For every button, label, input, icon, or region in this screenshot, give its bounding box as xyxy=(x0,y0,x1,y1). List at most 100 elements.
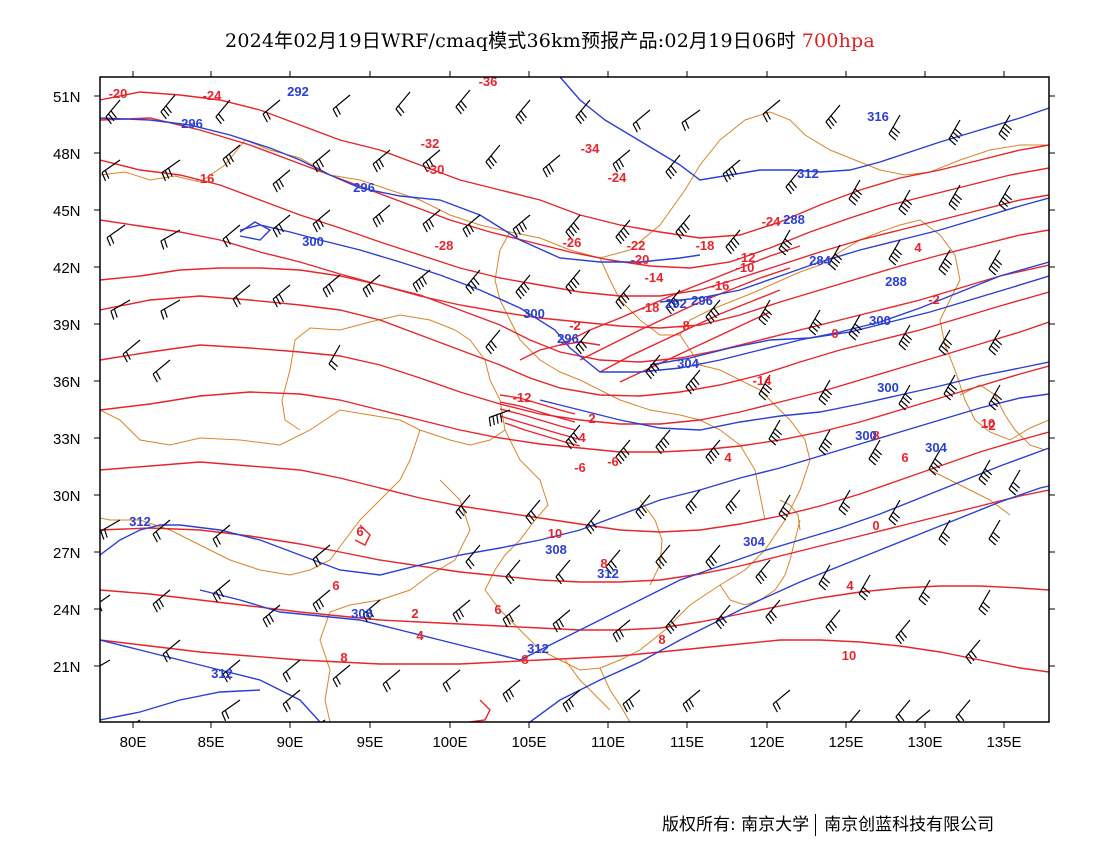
barb-flag xyxy=(725,171,731,180)
barb-flag xyxy=(458,608,465,618)
lat-label: 36N xyxy=(53,374,81,391)
barb-flag xyxy=(670,620,677,629)
barb-flag xyxy=(318,218,325,228)
barb-shaft xyxy=(502,604,521,620)
barb-flag xyxy=(548,163,555,173)
barb-flag xyxy=(822,441,831,449)
wind-barb xyxy=(221,699,241,722)
temperature-contour xyxy=(100,291,1049,397)
wind-barb xyxy=(955,699,971,722)
temperature-label: -32 xyxy=(421,136,440,151)
geopotential-contour xyxy=(100,393,1049,576)
barb-flag xyxy=(160,111,167,120)
barb-flag xyxy=(312,223,318,233)
barb-flag xyxy=(610,560,617,569)
temperature-label: -14 xyxy=(645,270,665,285)
barb-flag xyxy=(707,558,715,567)
barb-flag xyxy=(727,243,735,252)
wind-barb xyxy=(705,439,721,465)
barb-flag xyxy=(567,228,575,237)
barb-flag xyxy=(507,573,515,582)
barb-flag xyxy=(487,158,495,167)
barb-shaft xyxy=(442,669,461,685)
barb-flag xyxy=(770,435,779,443)
barb-shaft xyxy=(312,149,331,165)
barb-flag xyxy=(890,130,899,138)
barb-flag xyxy=(565,231,572,240)
wind-barb xyxy=(232,284,251,308)
barb-flag xyxy=(160,240,165,250)
barb-flag xyxy=(922,591,931,599)
geopotential-label: 312 xyxy=(129,514,151,529)
barb-flag xyxy=(318,158,325,168)
barb-flag xyxy=(552,623,558,633)
barb-flag xyxy=(998,203,1007,211)
barb-flag xyxy=(710,555,717,564)
barb-flag xyxy=(105,116,112,125)
lat-label: 30N xyxy=(53,488,81,505)
barb-flag xyxy=(499,413,503,423)
barb-flag xyxy=(577,113,585,122)
barb-flag xyxy=(940,345,949,353)
barb-shaft xyxy=(152,359,171,375)
barb-flag xyxy=(895,636,902,645)
barb-flag xyxy=(984,468,993,476)
border-line xyxy=(100,429,421,576)
temperature-label: -8 xyxy=(678,318,690,333)
barb-flag xyxy=(365,286,371,295)
barb-flag xyxy=(757,573,765,582)
temperature-label: 6 xyxy=(901,450,908,465)
barb-flag xyxy=(830,260,839,268)
barb-flag xyxy=(707,453,715,462)
barb-flag xyxy=(315,161,321,170)
wind-barb xyxy=(725,489,741,515)
barb-shaft xyxy=(552,609,571,625)
lon-label: 100E xyxy=(432,734,467,751)
geopotential-label: 300 xyxy=(302,234,324,249)
barb-flag xyxy=(167,167,173,177)
barb-flag xyxy=(820,395,829,403)
barb-flag xyxy=(938,538,947,546)
barb-shaft xyxy=(612,619,631,635)
barb-flag xyxy=(502,618,508,628)
barb-flag xyxy=(710,310,717,319)
barb-flag xyxy=(693,377,700,386)
lat-label: 39N xyxy=(53,317,81,334)
barb-flag xyxy=(1004,123,1013,131)
wind-barb xyxy=(1008,469,1021,496)
barb-flag xyxy=(502,693,508,703)
barb-flag xyxy=(585,526,592,535)
wind-barb xyxy=(978,589,991,616)
barb-shaft xyxy=(622,689,641,705)
barb-flag xyxy=(490,340,497,349)
barb-flag xyxy=(623,292,630,301)
barb-flag xyxy=(892,251,901,259)
temperature-contour xyxy=(100,219,1049,329)
barb-shaft xyxy=(895,699,911,718)
barb-flag xyxy=(94,669,97,678)
wind-barb xyxy=(918,579,931,606)
barb-flag xyxy=(687,383,695,392)
wind-barb xyxy=(755,559,771,585)
barb-flag xyxy=(818,448,827,456)
barb-flag xyxy=(980,475,989,483)
barb-flag xyxy=(101,172,107,182)
barb-flag xyxy=(717,618,725,627)
wind-barb xyxy=(332,94,351,118)
geopotential-label: 296 xyxy=(691,293,713,308)
barb-flag xyxy=(820,445,829,453)
barb-flag xyxy=(218,588,225,598)
barb-flag xyxy=(681,122,687,132)
wind-barb xyxy=(105,99,121,125)
barb-flag xyxy=(772,431,781,439)
wind-barb xyxy=(555,559,571,585)
barb-flag xyxy=(460,100,467,109)
barb-flag xyxy=(332,108,338,118)
barb-flag xyxy=(622,703,628,713)
barb-flag xyxy=(673,297,680,306)
barb-flag xyxy=(225,236,231,245)
wind-barb xyxy=(665,154,681,180)
barb-flag xyxy=(520,110,527,119)
wind-barb xyxy=(888,499,901,526)
barb-flag xyxy=(690,380,697,389)
